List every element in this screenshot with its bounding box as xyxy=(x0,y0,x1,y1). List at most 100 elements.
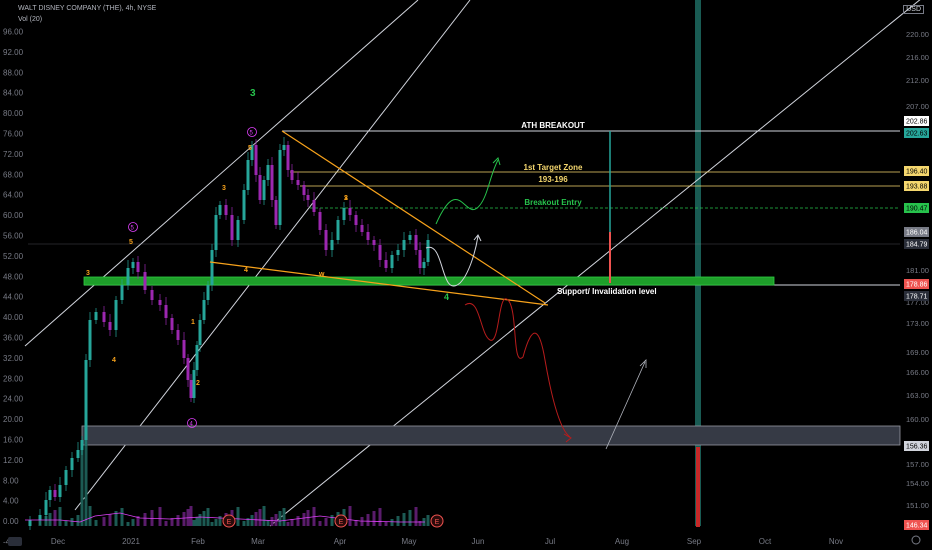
wave-label: 5 xyxy=(131,226,135,232)
earnings-marker xyxy=(430,514,444,528)
volume-bar xyxy=(414,507,418,526)
price-badge-value: 193.88 xyxy=(906,184,928,191)
volume-bar xyxy=(94,520,98,526)
volume-bar xyxy=(418,521,422,526)
volume-bar xyxy=(108,514,112,526)
volume-bar xyxy=(306,510,310,526)
channel-upper-line[interactable] xyxy=(24,0,419,347)
right-axis-tick: 151.00 xyxy=(906,501,929,510)
wave-label: 3 xyxy=(250,88,256,99)
time-axis-tick: Apr xyxy=(334,537,347,546)
time-axis-tick: Jun xyxy=(472,537,485,546)
volume-bar xyxy=(366,514,370,526)
left-axis: 96.00 92.00 88.00 84.00 80.00 76.00 72.00 68.00… xyxy=(3,28,24,547)
right-axis-tick: 160.00 xyxy=(906,415,929,424)
price-badge-value: 156.36 xyxy=(906,444,928,451)
right-axis-tick: 216.00 xyxy=(906,53,929,62)
candle xyxy=(189,374,193,402)
left-axis-tick: 36.00 xyxy=(3,334,24,343)
candle xyxy=(143,264,147,294)
candle xyxy=(88,312,92,367)
candle xyxy=(366,224,370,245)
volume-bar xyxy=(136,516,140,526)
left-axis-tick: 12.00 xyxy=(3,456,24,465)
left-axis-tick: 76.00 xyxy=(3,130,24,139)
wave-label: 5 xyxy=(248,145,252,152)
left-axis-tick: 72.00 xyxy=(3,150,24,159)
volume-bar xyxy=(402,513,406,526)
time-axis-tick: Jul xyxy=(545,537,555,546)
volume-bar xyxy=(48,513,52,526)
left-axis-tick: 4.00 xyxy=(3,497,19,506)
volume-bar xyxy=(126,522,130,526)
price-badge xyxy=(904,203,929,213)
price-badge-value: 146.34 xyxy=(906,523,928,530)
price-badge xyxy=(904,181,929,191)
candle xyxy=(270,157,274,207)
candle xyxy=(186,354,190,387)
candle xyxy=(182,332,186,364)
price-badges: 202.86 202.63 196.40 193.88 190.47 186.04 184.… xyxy=(904,116,929,530)
earnings-markers[interactable]: E E E xyxy=(222,514,444,528)
time-axis-tick: Dec xyxy=(51,537,65,546)
tradingview-logo-icon[interactable] xyxy=(8,537,22,546)
volume-bar xyxy=(84,399,88,526)
left-axis-tick: 84.00 xyxy=(3,89,24,98)
right-axis-tick: 154.00 xyxy=(906,479,929,488)
price-badge xyxy=(904,520,929,530)
volume-bar xyxy=(53,510,57,526)
wave-label: 5 xyxy=(129,239,133,246)
left-axis-tick: 68.00 xyxy=(3,170,24,179)
price-badge xyxy=(904,116,929,126)
volume-bar xyxy=(164,521,168,526)
currency-button[interactable]: USD xyxy=(903,5,924,14)
channel-middle-line[interactable] xyxy=(74,0,471,511)
candle xyxy=(290,164,294,184)
left-axis-tick: 60.00 xyxy=(3,211,24,220)
right-axis-tick: 163.00 xyxy=(906,391,929,400)
volume-bar xyxy=(390,519,394,526)
triangle-upper-trendline[interactable] xyxy=(281,130,546,304)
candle xyxy=(348,200,352,221)
volume-bar xyxy=(246,518,250,526)
candle xyxy=(131,258,135,274)
volume-bar xyxy=(266,520,270,526)
candle xyxy=(236,216,240,247)
wave-circle-marker xyxy=(247,127,257,137)
candle xyxy=(278,144,282,230)
demand-zone[interactable] xyxy=(81,425,901,446)
wave-label: 4 xyxy=(112,357,116,364)
volume-bar xyxy=(76,515,80,526)
price-badge xyxy=(904,128,929,138)
time-axis-tick: May xyxy=(401,537,416,546)
volume-bar xyxy=(254,512,258,526)
candle xyxy=(296,172,300,190)
candle xyxy=(330,232,334,257)
volume-bar xyxy=(282,508,286,526)
volume-bar xyxy=(354,520,358,526)
time-axis[interactable]: Dec 2021 Feb Mar Apr May Jun Jul Aug Sep Oct Nov xyxy=(51,537,843,546)
time-axis-tick: Mar xyxy=(251,537,265,546)
projection-recovery-arrow xyxy=(605,361,646,450)
candle xyxy=(195,341,199,376)
target-range-label: 193-196 xyxy=(538,175,568,184)
right-axis-tick: 181.00 xyxy=(906,266,929,275)
triangle-lower-trendline[interactable] xyxy=(209,261,549,306)
candle xyxy=(94,308,98,324)
gear-icon[interactable] xyxy=(911,535,921,545)
wave-circle-marker xyxy=(128,222,138,232)
volume-bar xyxy=(202,511,206,526)
candle xyxy=(266,159,270,186)
volume-bar xyxy=(143,513,147,526)
candle xyxy=(372,236,376,251)
price-badge xyxy=(904,279,929,289)
volume-bar xyxy=(70,518,74,526)
candle xyxy=(202,292,206,324)
candle xyxy=(44,492,48,521)
price-badge xyxy=(904,239,929,249)
earnings-marker-label: E xyxy=(435,519,440,526)
volume-bar xyxy=(378,508,382,526)
candle xyxy=(246,152,250,195)
support-zone[interactable] xyxy=(83,276,775,286)
